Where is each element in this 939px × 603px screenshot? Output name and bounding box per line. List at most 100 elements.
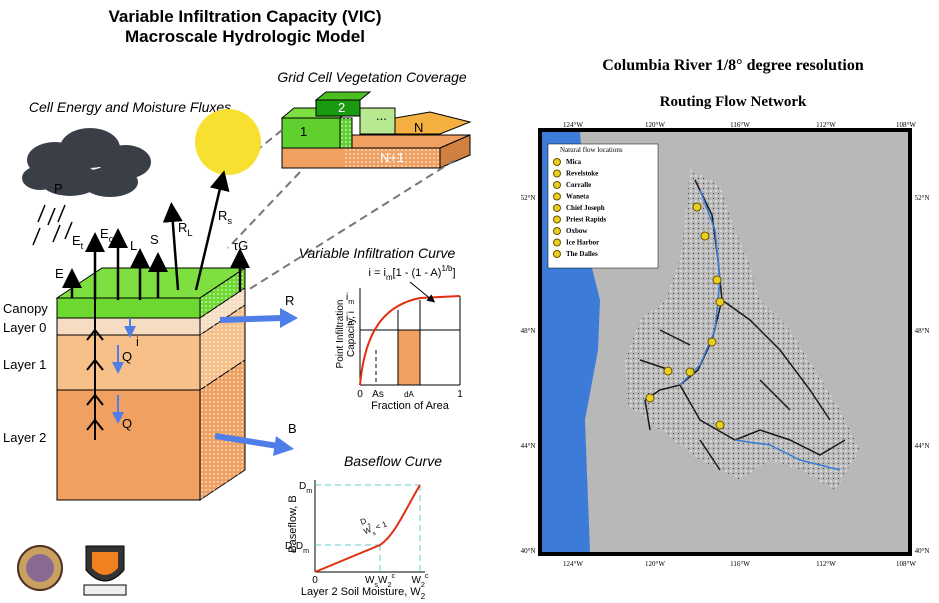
soil-label: Q: [122, 416, 132, 431]
x-tick: 0: [312, 575, 318, 586]
legend-label: Mica: [566, 158, 582, 166]
lat-label: 40°N: [915, 547, 930, 555]
x-tick: 1: [457, 389, 463, 400]
flux-label: E: [55, 266, 64, 281]
text-part: E: [100, 226, 109, 241]
flux-label: L: [130, 238, 137, 253]
title: Macroscale Hydrologic Model: [125, 27, 365, 46]
legend-label: Priest Rapids: [566, 216, 607, 224]
text-part: o: [348, 318, 352, 327]
text-part: i = i: [369, 267, 386, 279]
text-part: D: [285, 541, 292, 552]
text-part: t: [81, 241, 84, 251]
lat-label: 52°N: [915, 194, 930, 202]
text-part: 2: [387, 580, 391, 589]
text-part: L: [130, 238, 137, 253]
tile-label: ...: [376, 108, 387, 123]
layer-label: Layer 0: [3, 320, 46, 335]
flux-label: RL: [178, 220, 193, 238]
flux-label: S: [150, 232, 159, 247]
flux-label: Rs: [218, 208, 232, 226]
legend-marker: [554, 216, 561, 223]
lon-label: 124°W: [563, 560, 583, 568]
map-title: Columbia River 1/8° degree resolution: [602, 57, 864, 74]
baseflow-title: Baseflow Curve: [344, 453, 442, 469]
y-label: Point Infiltration: [335, 300, 346, 369]
flux-label: P: [54, 181, 63, 196]
flux-label: Ec: [100, 226, 114, 244]
y-tick: Dm: [299, 481, 312, 495]
lat-label: 48°N: [521, 327, 536, 335]
tile-label: N: [414, 120, 423, 135]
rain: [33, 205, 72, 245]
legend-label: Corralle: [566, 181, 591, 189]
text-part: E: [72, 233, 81, 248]
text-part: m: [348, 297, 354, 306]
formula: i = im[1 - (1 - A)1/b]: [369, 264, 456, 282]
text-part: R: [178, 220, 187, 235]
legend-marker: [554, 228, 561, 235]
lat-label: 44°N: [915, 442, 930, 450]
text-part: D: [296, 541, 303, 552]
page: Variable Infiltration Capacity (VIC) Mac…: [0, 0, 939, 603]
lon-label: 108°W: [896, 560, 916, 568]
text-part: R: [218, 208, 227, 223]
legend-marker: [554, 182, 561, 189]
text-part: D: [299, 481, 306, 492]
legend-title: Natural flow locations: [560, 146, 623, 154]
text-part: 0: [312, 575, 318, 586]
text-part: [1 - (1 - A): [393, 267, 442, 279]
soil-label: Q: [122, 349, 132, 364]
infiltration-plot: [360, 282, 460, 385]
lon-label: 120°W: [645, 121, 665, 129]
lon-label: 120°W: [645, 560, 665, 568]
lat-label: 44°N: [521, 442, 536, 450]
lon-label: 116°W: [730, 121, 750, 129]
title: Variable Infiltration Capacity (VIC): [108, 7, 381, 26]
flux-label: Et: [72, 233, 84, 251]
flux-title: Cell Energy and Moisture Fluxes: [29, 99, 231, 115]
text-part: c: [425, 571, 429, 580]
text-part: τG: [233, 238, 248, 253]
legend-label: Chief Joseph: [566, 204, 605, 212]
text-part: E: [55, 266, 64, 281]
legend-label: Revelstoke: [566, 170, 598, 178]
y-tick: im: [346, 292, 354, 306]
infiltration-title: Variable Infiltration Curve: [299, 245, 456, 261]
flux-label: τG: [233, 238, 248, 253]
runoff-label: R: [285, 293, 294, 308]
text-part: S: [150, 232, 159, 247]
baseflow-label: B: [288, 421, 297, 436]
layer-label: Layer 1: [3, 357, 46, 372]
legend-marker: [554, 159, 561, 166]
lon-label: 124°W: [563, 121, 583, 129]
text-part: L: [187, 228, 192, 238]
lon-label: 112°W: [816, 560, 836, 568]
legend-label: Oxbow: [566, 227, 588, 235]
text-part: 2: [421, 580, 425, 589]
x-label: Layer 2 Soil Moisture, W2: [301, 586, 425, 601]
lon-label: 108°W: [896, 121, 916, 129]
text-part: c: [391, 571, 395, 580]
lat-label: 52°N: [521, 194, 536, 202]
legend-marker: [554, 170, 561, 177]
text-part: 2: [421, 592, 425, 601]
x-label: Fraction of Area: [371, 400, 450, 412]
text-part: s: [227, 216, 232, 226]
text-part: W: [362, 525, 373, 536]
legend-label: Ice Harbor: [566, 239, 599, 247]
lon-label: 116°W: [730, 560, 750, 568]
text-part: D: [359, 516, 368, 527]
text-part: ]: [452, 267, 455, 279]
soil-label: i: [136, 334, 139, 349]
logos: [18, 546, 126, 595]
text-part: c: [109, 234, 114, 244]
lon-label: 112°W: [816, 121, 836, 129]
text-part: < 1: [372, 519, 388, 532]
lat-label: 48°N: [915, 327, 930, 335]
text-part: Layer 2 Soil Moisture, W: [301, 586, 421, 598]
legend-marker: [554, 205, 561, 212]
layer-label: Canopy: [3, 301, 48, 316]
tile-label: 2: [338, 100, 345, 115]
legend-marker: [554, 251, 561, 258]
